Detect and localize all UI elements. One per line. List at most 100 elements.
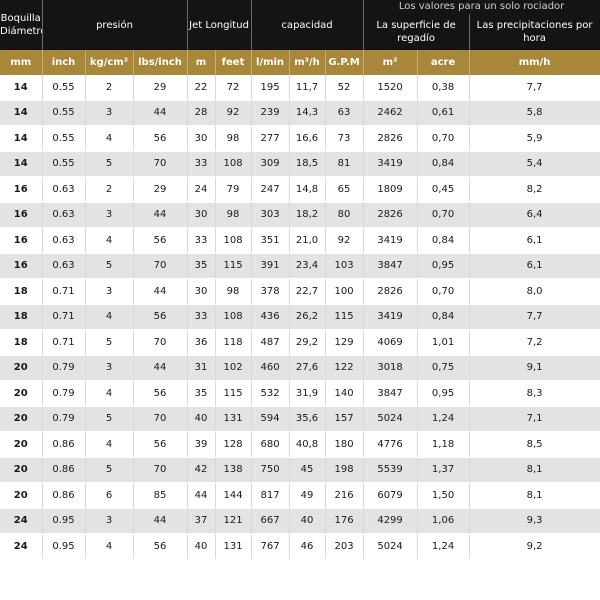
cell-lbsinch: 56: [133, 380, 188, 407]
unit-inch: inch: [42, 50, 86, 75]
cell-m2: 4299: [363, 508, 418, 534]
cell-m2: 3847: [363, 253, 418, 279]
cell-m3h: 35,6: [289, 406, 326, 432]
cell-gpm: 129: [325, 329, 364, 356]
cell-feet: 115: [215, 380, 252, 407]
cell-mm: 14: [0, 75, 43, 101]
cell-inch: 0.63: [42, 176, 86, 203]
cell-m: 35: [187, 253, 216, 279]
cell-m: 33: [187, 304, 216, 330]
cell-lbsinch: 70: [133, 253, 188, 279]
cell-m2: 5024: [363, 406, 418, 432]
cell-mmh: 5,9: [469, 125, 600, 152]
cell-feet: 79: [215, 176, 252, 203]
cell-gpm: 92: [325, 227, 364, 254]
cell-feet: 144: [215, 482, 252, 509]
cell-m3h: 31,9: [289, 380, 326, 407]
table-row: 20 0.79 3 44 31 102 460 27,6 122 3018 0,75 9,1: [0, 355, 600, 381]
cell-feet: 118: [215, 329, 252, 356]
cell-m3h: 29,2: [289, 329, 326, 356]
cell-mm: 16: [0, 227, 43, 254]
cell-m: 28: [187, 100, 216, 126]
cell-inch: 0.71: [42, 329, 86, 356]
unit-m3h: m³/h: [289, 50, 326, 75]
header-boquilla: Boquilla Diámetro: [0, 0, 43, 50]
header-top-caption: Los valores para un solo rociador: [363, 0, 600, 14]
table-row: 16 0.63 2 29 24 79 247 14,8 65 1809 0,45 8,2: [0, 176, 600, 203]
cell-lbsinch: 44: [133, 278, 188, 305]
cell-m3h: 16,6: [289, 125, 326, 152]
cell-m2: 1520: [363, 75, 418, 101]
cell-mm: 14: [0, 125, 43, 152]
cell-m: 37: [187, 508, 216, 534]
cell-feet: 115: [215, 253, 252, 279]
cell-lmin: 195: [251, 75, 290, 101]
cell-m: 40: [187, 533, 216, 560]
cell-lmin: 378: [251, 278, 290, 305]
cell-lbsinch: 29: [133, 75, 188, 101]
cell-acre: 1,50: [417, 482, 470, 509]
cell-inch: 0.79: [42, 355, 86, 381]
table-row: 16 0.63 5 70 35 115 391 23,4 103 3847 0,95 6,1: [0, 253, 600, 279]
cell-lbsinch: 44: [133, 355, 188, 381]
cell-m2: 5024: [363, 533, 418, 560]
cell-mmh: 5,4: [469, 151, 600, 177]
cell-m3h: 49: [289, 482, 326, 509]
cell-feet: 131: [215, 533, 252, 560]
cell-kgcm2: 5: [85, 151, 134, 177]
cell-gpm: 216: [325, 482, 364, 509]
cell-mm: 20: [0, 355, 43, 381]
cell-mm: 20: [0, 482, 43, 509]
cell-kgcm2: 5: [85, 253, 134, 279]
cell-lmin: 303: [251, 202, 290, 228]
cell-acre: 0,75: [417, 355, 470, 381]
cell-m3h: 14,8: [289, 176, 326, 203]
cell-acre: 0,84: [417, 151, 470, 177]
cell-gpm: 52: [325, 75, 364, 101]
cell-inch: 0.55: [42, 100, 86, 126]
cell-lbsinch: 85: [133, 482, 188, 509]
cell-inch: 0.79: [42, 380, 86, 407]
table-row: 14 0.55 4 56 30 98 277 16,6 73 2826 0,70 5,9: [0, 125, 600, 152]
cell-lbsinch: 56: [133, 125, 188, 152]
cell-gpm: 157: [325, 406, 364, 432]
cell-mm: 16: [0, 253, 43, 279]
cell-gpm: 73: [325, 125, 364, 152]
cell-kgcm2: 3: [85, 355, 134, 381]
cell-gpm: 203: [325, 533, 364, 560]
cell-m2: 3419: [363, 304, 418, 330]
cell-kgcm2: 5: [85, 457, 134, 483]
cell-inch: 0.79: [42, 406, 86, 432]
cell-m3h: 18,2: [289, 202, 326, 228]
cell-inch: 0.55: [42, 125, 86, 152]
cell-lmin: 277: [251, 125, 290, 152]
cell-m2: 3419: [363, 151, 418, 177]
unit-lbsinch: lbs/inch: [133, 50, 188, 75]
cell-m3h: 46: [289, 533, 326, 560]
header-row-subgroups: La superficie de regadío Las precipitaci…: [0, 14, 600, 50]
cell-gpm: 81: [325, 151, 364, 177]
cell-m: 44: [187, 482, 216, 509]
cell-inch: 0.71: [42, 304, 86, 330]
cell-lmin: 767: [251, 533, 290, 560]
cell-mmh: 6,4: [469, 202, 600, 228]
cell-m2: 1809: [363, 176, 418, 203]
table-row: 24 0.95 3 44 37 121 667 40 176 4299 1,06 9,3: [0, 508, 600, 534]
cell-mm: 16: [0, 176, 43, 203]
cell-kgcm2: 2: [85, 176, 134, 203]
cell-m: 30: [187, 202, 216, 228]
cell-mm: 18: [0, 329, 43, 356]
cell-mm: 18: [0, 278, 43, 305]
cell-inch: 0.86: [42, 482, 86, 509]
table-row: 20 0.86 4 56 39 128 680 40,8 180 4776 1,18 8,5: [0, 431, 600, 458]
cell-mm: 20: [0, 380, 43, 407]
cell-gpm: 103: [325, 253, 364, 279]
cell-lbsinch: 44: [133, 100, 188, 126]
cell-lbsinch: 70: [133, 406, 188, 432]
cell-lmin: 436: [251, 304, 290, 330]
unit-kgcm2: kg/cm²: [85, 50, 134, 75]
cell-mmh: 8,1: [469, 482, 600, 509]
cell-m3h: 18,5: [289, 151, 326, 177]
cell-gpm: 176: [325, 508, 364, 534]
